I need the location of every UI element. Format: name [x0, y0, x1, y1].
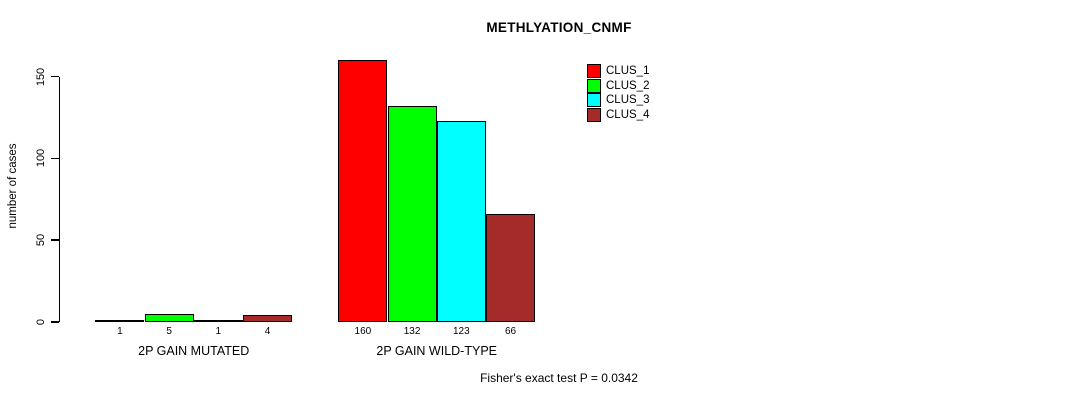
legend-swatch-clus_3 [587, 93, 601, 108]
legend-swatch-clus_4 [587, 107, 601, 122]
bar-value-label: 4 [264, 326, 271, 337]
bar-clus_1-group2 [338, 60, 388, 322]
bar-value-label: 1 [117, 326, 123, 337]
legend-swatch-clus_2 [587, 78, 601, 93]
legend-item-clus_3: CLUS_3 [587, 93, 649, 108]
legend-item-label: CLUS_2 [606, 79, 650, 92]
y-axis-tick [50, 239, 59, 241]
y-axis-label: number of cases [7, 143, 19, 229]
y-axis-tick-label: 100 [35, 149, 47, 168]
bar-clus_4-group2 [485, 214, 536, 322]
y-axis-tick-label: 150 [35, 67, 47, 86]
bar-value-label: 66 [504, 326, 517, 337]
x-axis-category-label: 2P GAIN WILD-TYPE [376, 344, 498, 358]
legend-item-clus_1: CLUS_1 [587, 64, 649, 79]
y-axis-tick-label: 0 [35, 318, 47, 326]
bar-clus_3-group2 [436, 120, 486, 322]
bar-value-label: 5 [166, 326, 172, 337]
legend-item-label: CLUS_4 [606, 108, 650, 121]
legend-item-clus_4: CLUS_4 [587, 107, 650, 123]
bar-clus_1-group1 [95, 320, 145, 323]
bar-clus_2-group1 [144, 313, 194, 322]
legend-item-clus_2: CLUS_2 [587, 78, 650, 94]
fisher-test-annotation: Fisher's exact test P = 0.0342 [480, 371, 638, 385]
x-axis-category-label: 2P GAIN MUTATED [138, 344, 250, 358]
y-axis-tick [50, 321, 59, 323]
legend-item-label: CLUS_3 [606, 94, 650, 107]
y-axis-line [58, 76, 60, 322]
bar-clus_2-group2 [387, 106, 437, 322]
bar-value-label: 123 [452, 326, 470, 337]
y-axis-tick-label: 50 [35, 234, 47, 247]
legend-swatch-clus_1 [587, 64, 601, 79]
bar-clus_4-group1 [242, 315, 293, 322]
y-axis-tick [50, 75, 59, 78]
legend: CLUS_1 CLUS_2 CLUS_3 CLUS_4 [587, 64, 649, 122]
bar-value-label: 132 [403, 326, 421, 337]
y-axis-tick [50, 157, 59, 160]
bar-value-label: 160 [354, 326, 372, 337]
bar-value-label: 1 [215, 326, 222, 337]
bar-clus_3-group1 [193, 320, 243, 323]
chart-title: METHLYATION_CNMF [486, 20, 632, 35]
legend-item-label: CLUS_1 [606, 65, 650, 78]
